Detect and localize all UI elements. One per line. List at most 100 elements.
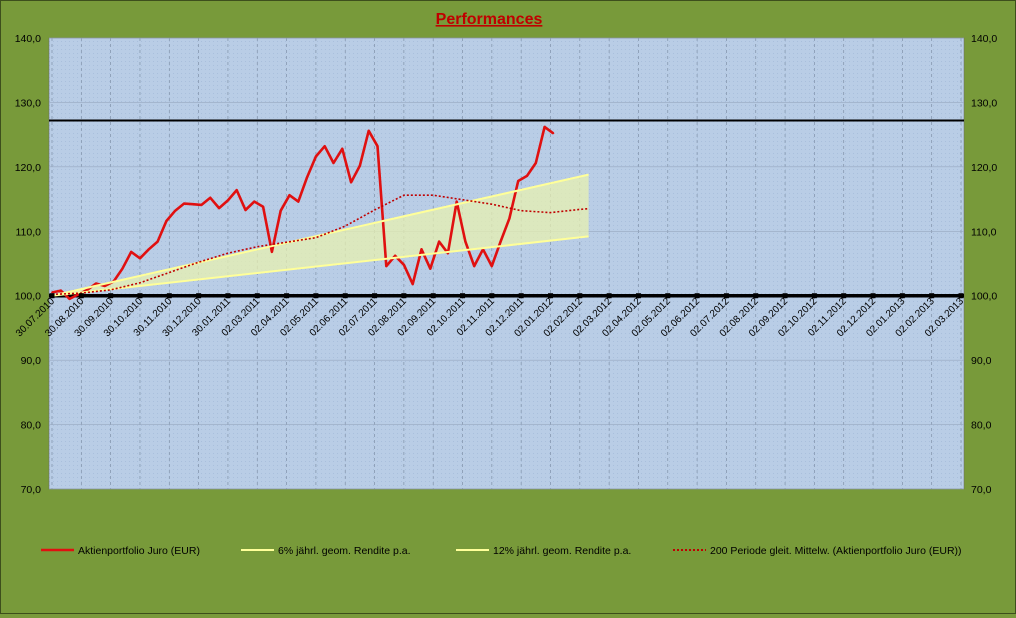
data-point (51, 291, 53, 294)
data-point (543, 126, 546, 128)
y-tick-label-left: 110,0 (16, 226, 42, 238)
x-tick-mark (254, 293, 260, 299)
data-point (526, 174, 528, 177)
y-tick-label-left: 70,0 (21, 484, 42, 496)
y-tick-label-right: 140,0 (971, 33, 997, 45)
y-tick-label-right: 100,0 (971, 291, 997, 303)
data-point (323, 145, 326, 148)
x-tick-mark (518, 293, 524, 299)
data-point (271, 251, 273, 253)
x-tick-mark (929, 293, 935, 299)
x-tick-mark (401, 293, 407, 299)
legend: Aktienportfolio Juro (EUR) 6% jährl. geom… (41, 545, 962, 557)
plot-area (48, 37, 965, 490)
x-tick-mark (225, 293, 231, 299)
data-point (218, 207, 221, 209)
data-point (86, 289, 89, 291)
y-tick-label-left: 80,0 (21, 420, 42, 432)
y-tick-label-right: 130,0 (971, 97, 997, 109)
data-point (367, 129, 370, 132)
data-point (341, 147, 344, 150)
data-point (552, 132, 555, 135)
reference-lines (49, 119, 964, 298)
data-point (262, 205, 265, 208)
data-point (156, 240, 159, 243)
data-point (227, 199, 229, 202)
data-point (147, 248, 150, 251)
x-tick-mark (723, 293, 729, 299)
data-point (279, 209, 282, 212)
data-point (200, 203, 203, 206)
x-tick-mark (196, 293, 202, 299)
data-point (394, 254, 396, 257)
x-tick-mark (753, 293, 759, 299)
y-tick-label-right: 110,0 (971, 226, 997, 238)
x-tick-mark (313, 293, 319, 299)
x-tick-mark (78, 293, 84, 299)
data-point (165, 220, 168, 222)
y-tick-label-right: 120,0 (971, 162, 997, 174)
data-point (429, 267, 432, 270)
data-point (68, 298, 71, 300)
x-tick-mark (372, 293, 378, 299)
y-tick-label-left: 130,0 (15, 97, 41, 109)
data-point (350, 181, 352, 184)
y-tick-label-left: 140,0 (15, 33, 41, 45)
data-point (253, 200, 256, 203)
x-tick-mark (782, 293, 788, 299)
y-tick-label-left: 120,0 (15, 162, 41, 174)
x-tick-mark (694, 293, 700, 299)
x-tick-mark (899, 293, 905, 299)
x-tick-mark (49, 293, 55, 299)
y-tick-label-right: 90,0 (971, 355, 992, 367)
y-tick-label-right: 70,0 (971, 484, 992, 496)
y-axis-left: 140,0 130,0 120,0 110,0 100,0 90,0 80,0 70,0 (15, 33, 41, 496)
x-tick-mark (665, 293, 671, 299)
x-tick-mark (430, 293, 436, 299)
x-tick-mark (635, 293, 641, 299)
series-line-1 (51, 235, 589, 297)
y-tick-label-right: 80,0 (971, 420, 992, 432)
data-point (297, 200, 300, 203)
x-tick-mark (811, 293, 817, 299)
y-axis-right: 140,0 130,0 120,0 110,0 100,0 90,0 80,0 70,0 (971, 33, 997, 496)
data-point (103, 285, 106, 287)
series-lines (51, 125, 589, 301)
data-point (499, 240, 502, 243)
data-point (95, 282, 97, 285)
legend-label: 12% jährl. geom. Rendite p.a. (493, 545, 631, 557)
data-point (534, 162, 537, 164)
data-point (235, 189, 238, 191)
data-point (191, 203, 194, 206)
data-point (455, 200, 458, 203)
x-tick-mark (460, 293, 466, 299)
chart-title: Performances (436, 11, 543, 28)
legend-label: 200 Periode gleit. Mittelw. (Aktienportf… (710, 545, 962, 557)
data-point (244, 209, 247, 211)
data-point (402, 263, 405, 266)
x-tick-mark (284, 293, 290, 299)
x-tick-mark (166, 293, 172, 299)
x-tick-mark (606, 293, 612, 299)
data-point (332, 162, 335, 164)
data-point (358, 164, 361, 167)
x-tick-mark (870, 293, 876, 299)
x-tick-mark (342, 293, 348, 299)
x-tick-mark (547, 293, 553, 299)
data-point (288, 194, 291, 197)
data-point (130, 251, 133, 253)
data-point (385, 265, 388, 267)
data-point (183, 202, 185, 205)
data-point (121, 267, 124, 270)
data-point (517, 180, 520, 182)
data-point (473, 265, 476, 267)
x-tick-mark (841, 293, 847, 299)
data-point (139, 257, 141, 260)
legend-label: Aktienportfolio Juro (EUR) (78, 545, 200, 557)
x-tick-mark (108, 293, 114, 299)
data-point (420, 248, 423, 251)
data-point (59, 289, 62, 292)
data-point (174, 209, 177, 212)
data-point (315, 155, 317, 158)
